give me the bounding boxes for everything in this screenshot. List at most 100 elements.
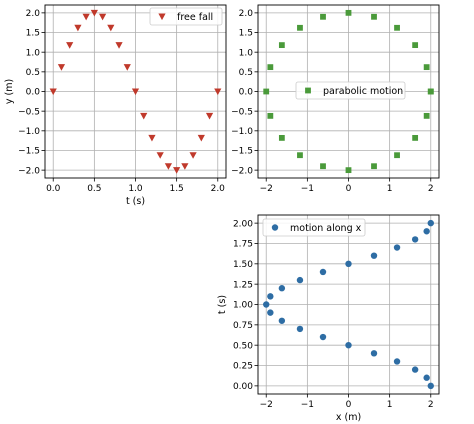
data-point (370, 252, 378, 259)
data-point (267, 293, 274, 300)
data-point (345, 9, 352, 16)
x-tick-label: −1 (301, 184, 314, 194)
data-point (345, 260, 352, 268)
data-point (267, 112, 274, 119)
y-tick-label: −1.5 (231, 147, 253, 157)
x-tick-label: 0 (346, 184, 352, 194)
data-point (296, 325, 304, 333)
y-tick-label: 1.0 (26, 48, 41, 58)
data-point (370, 350, 378, 357)
x-tick-label: 1 (387, 400, 393, 410)
data-point (267, 64, 274, 71)
data-point (320, 163, 326, 170)
legend-label: motion along x (290, 223, 362, 234)
y-tick-label: 1.0 (239, 48, 254, 58)
x-tick-label: 0 (346, 400, 352, 410)
y-tick-label: 0.25 (233, 362, 253, 372)
data-point (98, 13, 107, 21)
y-tick-label: 2.0 (239, 9, 254, 19)
y-tick-label: −0.5 (18, 107, 40, 117)
y-tick-label: 1.50 (233, 260, 253, 270)
data-point (107, 24, 115, 32)
legend-label: parabolic motion (323, 86, 403, 97)
data-point (263, 88, 270, 95)
x-tick-label: 2 (428, 184, 434, 194)
data-point (411, 236, 419, 243)
data-point (297, 24, 303, 31)
y-tick-label: 1.5 (239, 29, 253, 39)
data-point (90, 9, 98, 17)
y-axis-label: t (s) (217, 295, 228, 314)
y-tick-label: 0.5 (239, 68, 253, 78)
x-tick-label: 2 (428, 400, 434, 410)
data-point (148, 134, 156, 142)
data-point (371, 163, 377, 170)
data-point (263, 301, 270, 308)
legend-marker (271, 224, 279, 231)
data-point (427, 219, 434, 227)
chart-parabolic-motion: −2 −1 0 1 2 −2.0 −1.5 −1.0 −0.5 0.0 0.5 1.0 1.5 2.0 pa… (231, 4, 440, 194)
x-tick-label: 1.0 (128, 184, 143, 194)
y-axis-label: y (m) (4, 79, 15, 104)
data-point (181, 163, 189, 170)
y-tick-label: 2.0 (26, 9, 41, 19)
data-point (123, 64, 131, 71)
data-point (214, 88, 222, 96)
data-point (164, 163, 173, 170)
y-tick-label: 0.75 (233, 321, 253, 331)
data-point (371, 13, 377, 20)
legend-marker (158, 13, 166, 21)
y-tick-label: 0.00 (233, 382, 253, 392)
chart-motion-along-x: −2 −1 0 1 2 0.00 0.25 0.50 0.75 1.00 1.25 1.50 1.75 2… (217, 214, 440, 423)
x-axis-label: x (m) (336, 412, 361, 423)
x-tick-label: 1.5 (169, 184, 183, 194)
data-point (296, 276, 304, 284)
data-point (173, 167, 181, 174)
data-point (423, 64, 430, 71)
data-point (423, 228, 430, 235)
y-tick-label: −1.0 (18, 127, 40, 137)
data-point (319, 268, 327, 276)
y-tick-label: −1.5 (18, 147, 40, 157)
data-point (189, 152, 197, 159)
y-tick-label: −1.0 (231, 127, 253, 137)
x-tick-label: 0.0 (46, 184, 61, 194)
data-point (412, 134, 419, 141)
y-tick-label: 0.0 (26, 88, 41, 98)
y-tick-label: 1.00 (233, 301, 253, 311)
x-axis-label: t (s) (126, 196, 145, 207)
data-point (297, 152, 303, 159)
x-tick-label: 1 (387, 184, 393, 194)
data-point (205, 112, 214, 120)
data-point (411, 366, 419, 373)
y-tick-label: −2.0 (231, 166, 253, 176)
x-tick-label: 2.0 (211, 184, 226, 194)
y-tick-label: 1.25 (233, 280, 253, 290)
data-point (82, 13, 90, 21)
data-point (156, 152, 164, 159)
x-tick-label: −1 (301, 400, 314, 410)
data-point (57, 64, 66, 71)
data-point (140, 112, 148, 120)
y-tick-label: 0.0 (239, 88, 254, 98)
data-point (131, 88, 140, 96)
y-tick-label: 2.00 (233, 219, 253, 229)
y-tick-label: 1.5 (26, 29, 40, 39)
data-point (345, 341, 352, 349)
data-point (66, 42, 74, 49)
data-point (393, 358, 401, 365)
x-tick-label: −2 (260, 400, 273, 410)
data-point (278, 285, 286, 292)
legend-box (262, 218, 366, 237)
x-tick-label: 0.5 (87, 184, 101, 194)
data-point (115, 42, 123, 49)
data-point (427, 88, 434, 95)
data-point (423, 374, 430, 381)
data-point (197, 134, 205, 142)
data-point (394, 24, 400, 31)
y-tick-label: 0.5 (26, 68, 40, 78)
data-point (278, 42, 285, 49)
data-point (320, 13, 326, 20)
legend-label: free fall (177, 12, 213, 23)
data-point (427, 382, 434, 390)
